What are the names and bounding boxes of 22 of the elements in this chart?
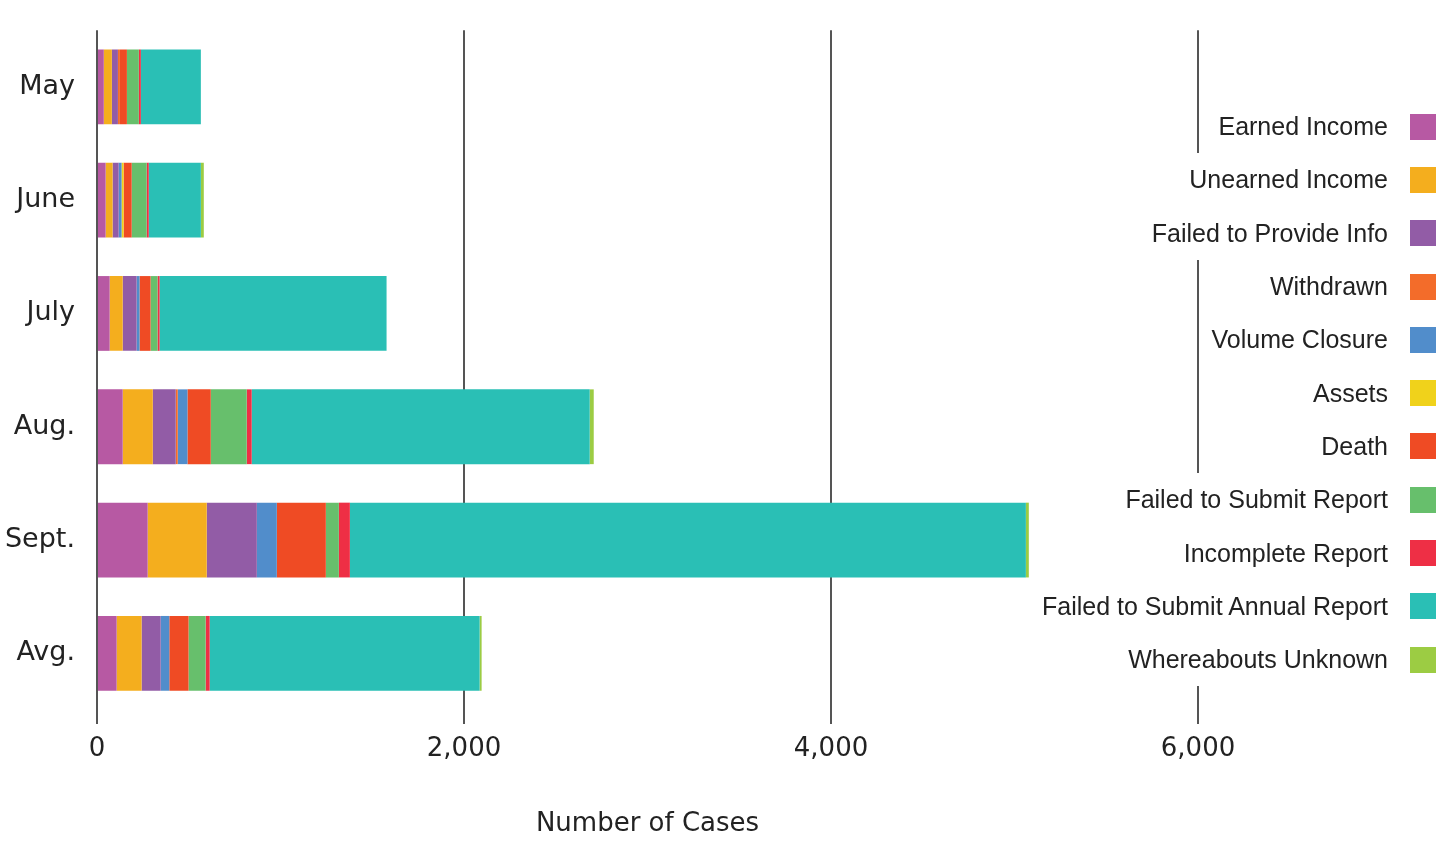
y-tick-label: Avg. (16, 635, 75, 667)
legend-label: Death (1321, 431, 1388, 461)
legend-label: Unearned Income (1189, 165, 1388, 195)
y-tick-label: Aug. (13, 408, 75, 440)
y-tick-label: May (19, 68, 76, 100)
y-tick-label: Sept. (4, 522, 75, 554)
legend-label: Whereabouts Unknown (1128, 645, 1388, 675)
y-tick-label: June (14, 182, 75, 214)
x-tick-label: 6,000 (1160, 732, 1236, 763)
x-axis-title: Number of Cases (535, 807, 760, 838)
legend-label: Failed to Submit Annual Report (1041, 591, 1388, 621)
legend-label: Failed to Provide Info (1151, 218, 1388, 248)
legend-label: Failed to Submit Report (1125, 485, 1388, 515)
legend-label: Assets (1312, 378, 1388, 408)
x-tick-label: 0 (88, 732, 106, 763)
legend-label: Withdrawn (1269, 272, 1388, 302)
x-tick-label: 2,000 (426, 732, 502, 763)
legend-label: Incomplete Report (1183, 538, 1388, 568)
y-tick-label: July (24, 295, 76, 327)
legend-label: Volume Closure (1211, 325, 1388, 355)
legend-label: Earned Income (1218, 112, 1388, 142)
x-tick-label: 4,000 (793, 732, 869, 763)
